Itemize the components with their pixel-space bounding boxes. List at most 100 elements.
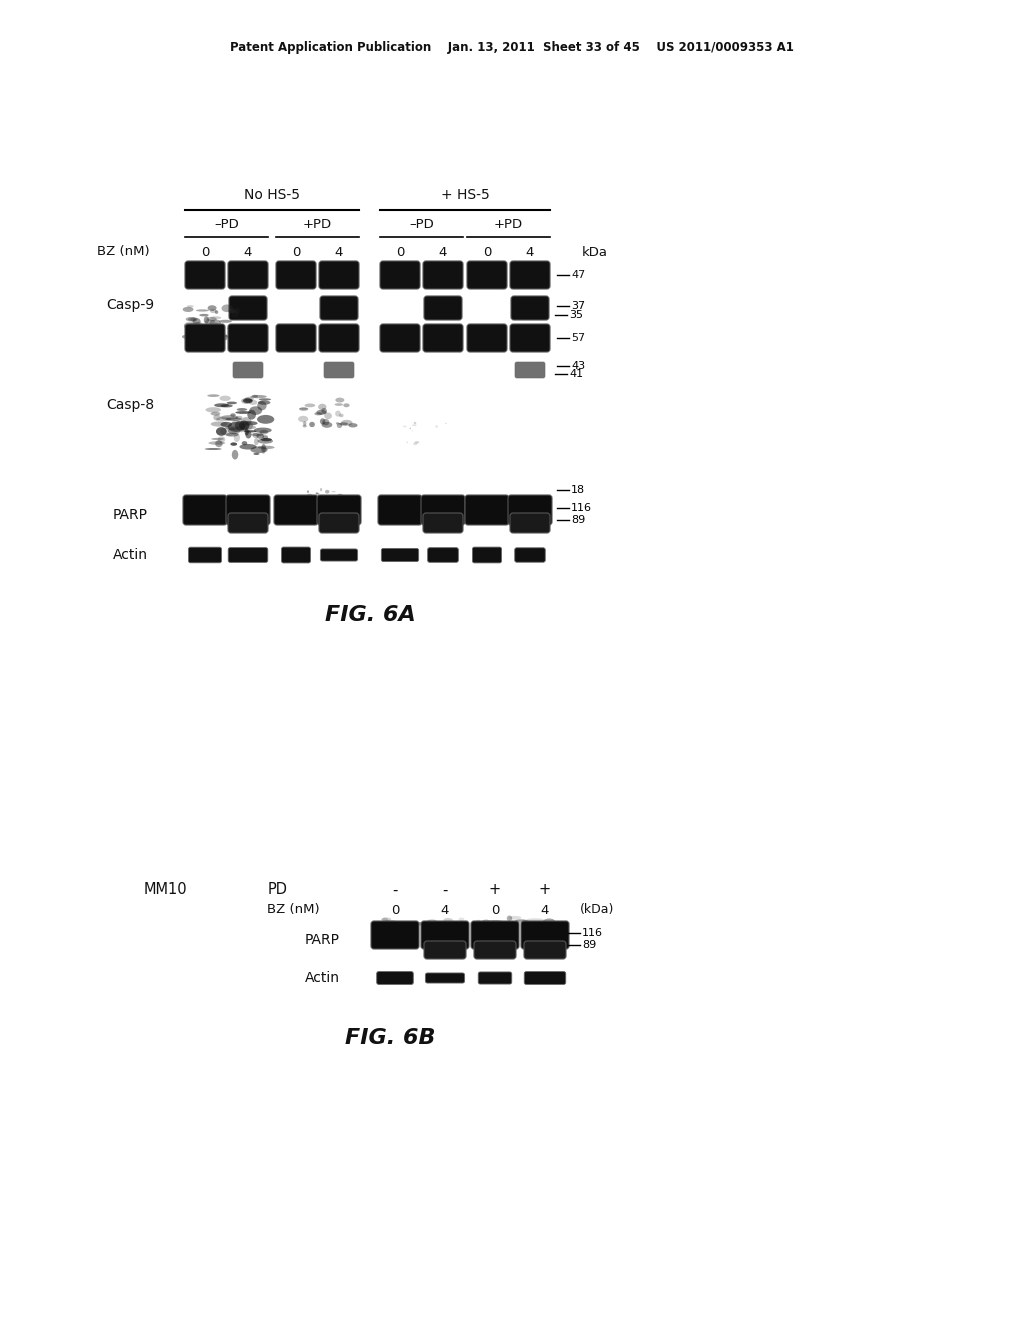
Ellipse shape xyxy=(220,334,227,337)
Ellipse shape xyxy=(228,337,231,345)
Text: +PD: +PD xyxy=(303,219,332,231)
Ellipse shape xyxy=(257,438,273,444)
Ellipse shape xyxy=(258,446,274,449)
Ellipse shape xyxy=(184,323,195,327)
FancyBboxPatch shape xyxy=(474,941,516,960)
Ellipse shape xyxy=(198,327,208,334)
Ellipse shape xyxy=(210,317,221,319)
Text: (kDa): (kDa) xyxy=(580,903,614,916)
Ellipse shape xyxy=(248,409,256,420)
FancyBboxPatch shape xyxy=(521,921,569,949)
Text: 0: 0 xyxy=(396,246,404,259)
FancyBboxPatch shape xyxy=(321,549,357,561)
Ellipse shape xyxy=(338,494,343,496)
FancyBboxPatch shape xyxy=(511,296,549,319)
Ellipse shape xyxy=(381,920,399,925)
Ellipse shape xyxy=(236,416,243,420)
FancyBboxPatch shape xyxy=(228,323,268,352)
Text: 18: 18 xyxy=(571,484,585,495)
Ellipse shape xyxy=(207,334,218,337)
Ellipse shape xyxy=(216,428,226,436)
Text: -: - xyxy=(392,883,397,898)
Text: 37: 37 xyxy=(571,301,585,312)
Ellipse shape xyxy=(237,424,247,432)
Text: 0: 0 xyxy=(490,903,499,916)
Text: PARP: PARP xyxy=(305,933,340,946)
FancyBboxPatch shape xyxy=(465,495,509,525)
Ellipse shape xyxy=(435,425,438,428)
Text: +PD: +PD xyxy=(494,219,523,231)
Ellipse shape xyxy=(204,317,209,323)
Ellipse shape xyxy=(303,421,306,426)
Ellipse shape xyxy=(478,929,489,931)
Ellipse shape xyxy=(254,428,271,433)
FancyBboxPatch shape xyxy=(380,323,420,352)
FancyBboxPatch shape xyxy=(428,548,459,562)
Ellipse shape xyxy=(256,433,264,438)
Text: Actin: Actin xyxy=(113,548,147,562)
Text: BZ (nM): BZ (nM) xyxy=(267,903,319,916)
Ellipse shape xyxy=(198,323,202,330)
Ellipse shape xyxy=(318,404,327,411)
Ellipse shape xyxy=(407,924,414,927)
FancyBboxPatch shape xyxy=(425,973,465,983)
Ellipse shape xyxy=(214,404,229,407)
FancyBboxPatch shape xyxy=(467,261,507,289)
FancyBboxPatch shape xyxy=(319,513,359,533)
Ellipse shape xyxy=(259,399,271,400)
FancyBboxPatch shape xyxy=(471,921,519,949)
Ellipse shape xyxy=(236,411,251,414)
Text: 4: 4 xyxy=(439,246,447,259)
Ellipse shape xyxy=(446,927,465,932)
FancyBboxPatch shape xyxy=(421,921,469,949)
Text: 89: 89 xyxy=(582,940,596,950)
Ellipse shape xyxy=(443,917,453,923)
Ellipse shape xyxy=(220,426,238,436)
Ellipse shape xyxy=(506,924,512,927)
FancyBboxPatch shape xyxy=(377,972,414,985)
Ellipse shape xyxy=(257,414,274,424)
Ellipse shape xyxy=(442,924,462,929)
Ellipse shape xyxy=(335,397,344,403)
Ellipse shape xyxy=(188,318,196,321)
Ellipse shape xyxy=(207,395,219,397)
Ellipse shape xyxy=(218,437,225,442)
Ellipse shape xyxy=(228,331,234,337)
Text: –PD: –PD xyxy=(214,219,239,231)
Ellipse shape xyxy=(215,440,222,447)
Ellipse shape xyxy=(541,921,553,925)
Ellipse shape xyxy=(319,418,326,425)
Ellipse shape xyxy=(234,308,240,314)
Ellipse shape xyxy=(211,412,220,416)
FancyBboxPatch shape xyxy=(467,323,507,352)
Text: 35: 35 xyxy=(569,310,583,319)
Ellipse shape xyxy=(482,920,489,923)
Ellipse shape xyxy=(223,334,227,341)
Ellipse shape xyxy=(335,411,341,417)
FancyBboxPatch shape xyxy=(371,921,419,949)
FancyBboxPatch shape xyxy=(229,296,267,319)
Ellipse shape xyxy=(250,446,267,453)
Ellipse shape xyxy=(182,306,194,312)
FancyBboxPatch shape xyxy=(319,261,359,289)
Ellipse shape xyxy=(314,412,323,416)
Ellipse shape xyxy=(216,338,222,343)
FancyBboxPatch shape xyxy=(317,495,361,525)
Ellipse shape xyxy=(322,408,327,414)
Ellipse shape xyxy=(211,337,218,343)
Ellipse shape xyxy=(315,492,318,494)
Ellipse shape xyxy=(251,433,263,436)
Text: 0: 0 xyxy=(292,246,300,259)
Ellipse shape xyxy=(498,928,508,932)
Ellipse shape xyxy=(250,395,267,399)
Text: –PD: –PD xyxy=(410,219,434,231)
Ellipse shape xyxy=(516,919,526,921)
Ellipse shape xyxy=(213,414,221,421)
Ellipse shape xyxy=(234,421,246,430)
Ellipse shape xyxy=(249,407,262,414)
Ellipse shape xyxy=(459,917,464,921)
Text: 57: 57 xyxy=(571,333,585,343)
Ellipse shape xyxy=(211,438,224,440)
FancyBboxPatch shape xyxy=(319,323,359,352)
Ellipse shape xyxy=(507,916,512,921)
